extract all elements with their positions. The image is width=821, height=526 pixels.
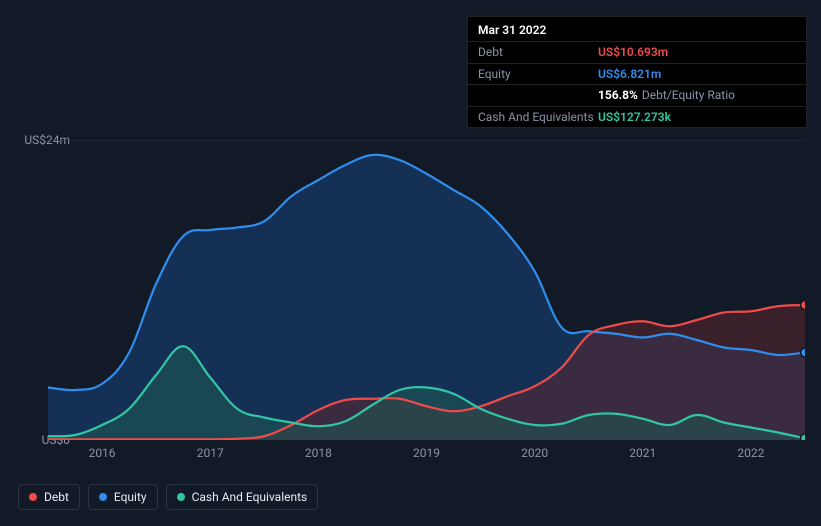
series-end-marker — [801, 301, 806, 310]
tooltip-row-value: US$10.693m — [598, 45, 668, 59]
tooltip-row: Cash And EquivalentsUS$127.273k — [468, 106, 806, 127]
legend-dot-icon — [99, 493, 107, 501]
x-axis-label: 2021 — [629, 446, 656, 460]
chart-area — [48, 140, 805, 440]
tooltip-row-label — [478, 88, 598, 102]
legend-item-debt[interactable]: Debt — [18, 484, 80, 510]
tooltip-row-label: Equity — [478, 67, 598, 81]
legend-dot-icon — [29, 493, 37, 501]
tooltip-row-label: Debt — [478, 45, 598, 59]
legend-label: Debt — [44, 490, 69, 504]
x-axis-label: 2017 — [197, 446, 224, 460]
tooltip-ratio-label: Debt/Equity Ratio — [642, 88, 735, 102]
x-axis-label: 2022 — [737, 446, 764, 460]
series-end-marker — [801, 348, 806, 357]
tooltip-row-value: US$6.821m — [598, 67, 661, 81]
tooltip-ratio-pct: 156.8% — [598, 88, 638, 102]
series-end-marker — [801, 434, 806, 440]
x-axis-label: 2019 — [413, 446, 440, 460]
tooltip-title: Mar 31 2022 — [468, 17, 806, 41]
tooltip-row: DebtUS$10.693m — [468, 41, 806, 62]
debt-equity-cash-chart — [48, 140, 805, 440]
tooltip-row-label: Cash And Equivalents — [478, 110, 598, 124]
x-axis-label: 2016 — [89, 446, 116, 460]
legend-dot-icon — [177, 493, 185, 501]
legend-label: Cash And Equivalents — [192, 490, 308, 504]
tooltip-row: 156.8% Debt/Equity Ratio — [468, 84, 806, 105]
tooltip-row-value: US$127.273k — [598, 110, 671, 124]
tooltip-row: EquityUS$6.821m — [468, 63, 806, 84]
legend-item-cash-and-equivalents[interactable]: Cash And Equivalents — [166, 484, 319, 510]
x-axis-label: 2018 — [305, 446, 332, 460]
chart-tooltip: Mar 31 2022 DebtUS$10.693mEquityUS$6.821… — [467, 16, 807, 128]
legend: Debt Equity Cash And Equivalents — [18, 484, 318, 510]
legend-item-equity[interactable]: Equity — [88, 484, 158, 510]
x-axis-label: 2020 — [521, 446, 548, 460]
legend-label: Equity — [114, 490, 147, 504]
